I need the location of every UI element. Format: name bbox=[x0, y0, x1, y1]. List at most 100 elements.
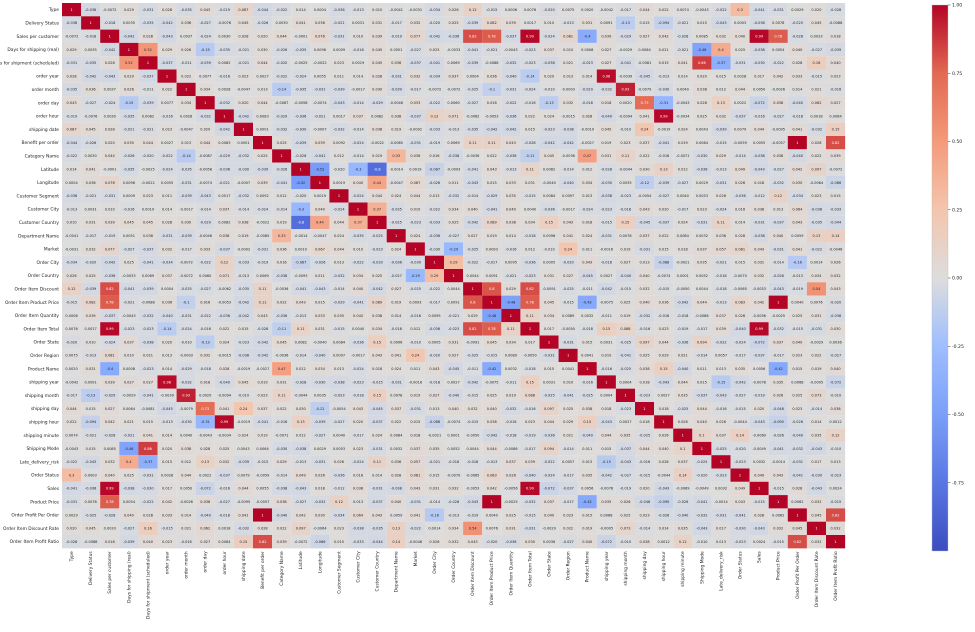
heatmap-cell-value: -0.033 bbox=[372, 261, 383, 265]
heatmap-cell bbox=[348, 481, 368, 496]
heatmap-cell-value: 0.041 bbox=[143, 433, 153, 437]
heatmap-cell-value: 0.023 bbox=[620, 141, 630, 145]
heatmap-cell bbox=[654, 202, 674, 216]
heatmap-cell bbox=[539, 56, 559, 70]
heatmap-cell-value: 0.018 bbox=[659, 407, 669, 411]
heatmap-cell-value: 1 bbox=[796, 141, 798, 145]
heatmap-cell bbox=[692, 521, 712, 536]
heatmap-cell-value: 0.11 bbox=[622, 154, 630, 158]
heatmap-cell bbox=[176, 122, 196, 137]
heatmap-cell bbox=[81, 508, 101, 522]
heatmap-cell-value: 0.022 bbox=[277, 527, 287, 531]
heatmap-cell-value: 0.0030 bbox=[218, 34, 230, 38]
heatmap-cell bbox=[233, 335, 254, 349]
heatmap-cell bbox=[577, 535, 597, 549]
heatmap-cell-value: -0.013 bbox=[448, 128, 459, 132]
heatmap-cell-value: -0.028 bbox=[448, 500, 459, 504]
heatmap-cell-value: -0.0053 bbox=[485, 114, 499, 118]
heatmap-cell-value: 0.013 bbox=[831, 460, 841, 464]
heatmap-cell bbox=[749, 242, 769, 256]
heatmap-cell-value: -0.040 bbox=[677, 367, 688, 371]
heatmap-cell bbox=[253, 215, 273, 230]
heatmap-cell bbox=[711, 282, 731, 296]
heatmap-cell-value: 0.039 bbox=[831, 154, 841, 158]
heatmap-cell bbox=[635, 96, 655, 110]
heatmap-cell-value: 0.0031 bbox=[352, 21, 364, 25]
heatmap-cell-value: 0.37 bbox=[373, 207, 381, 211]
heatmap-cell-value: 0.026 bbox=[716, 194, 726, 198]
heatmap-cell-value: 0.0069 bbox=[142, 274, 154, 278]
heatmap-cell bbox=[329, 16, 349, 30]
heatmap-cell-value: -0.0017 bbox=[179, 207, 193, 211]
heatmap-cell-value: 0.089 bbox=[372, 300, 382, 304]
heatmap-cell bbox=[291, 362, 311, 376]
heatmap-cell bbox=[482, 348, 502, 363]
heatmap-cell-value: 0.045 bbox=[86, 527, 96, 531]
heatmap-cell bbox=[615, 495, 636, 509]
heatmap-cell bbox=[539, 122, 559, 137]
heatmap-cell-value: -0.040 bbox=[601, 114, 612, 118]
heatmap-cell bbox=[81, 535, 101, 549]
heatmap-cell bbox=[233, 362, 254, 376]
heatmap-cell-value: -0.035 bbox=[391, 207, 402, 211]
heatmap-cell-value: 0.11 bbox=[259, 300, 267, 304]
heatmap-cell bbox=[214, 402, 234, 416]
heatmap-cell-value: 1 bbox=[720, 460, 722, 464]
heatmap-cell bbox=[501, 82, 521, 97]
heatmap-cell-value: -0.021 bbox=[333, 21, 344, 25]
heatmap-cell bbox=[558, 508, 578, 522]
heatmap-row-label: shipping year bbox=[29, 380, 59, 386]
heatmap-cell-value: 0.036 bbox=[143, 234, 153, 238]
heatmap-cell-value: 0.99 bbox=[755, 34, 763, 38]
heatmap-cell-value: 0.044 bbox=[640, 8, 651, 12]
heatmap-cell bbox=[81, 322, 101, 336]
heatmap-cell bbox=[768, 175, 788, 190]
heatmap-cell bbox=[233, 242, 254, 256]
heatmap-cell bbox=[253, 269, 273, 283]
heatmap-cell-value: -0.030 bbox=[410, 261, 421, 265]
heatmap-cell-value: 0.045 bbox=[372, 61, 382, 65]
heatmap-cell bbox=[253, 3, 273, 17]
heatmap-cell bbox=[596, 189, 616, 203]
heatmap-cell-value: 0.0055 bbox=[256, 487, 268, 491]
heatmap-cell-value: -0.031 bbox=[410, 407, 421, 411]
heatmap-cell bbox=[730, 122, 750, 137]
heatmap-cell bbox=[62, 402, 82, 416]
heatmap-cell bbox=[787, 402, 807, 416]
heatmap-cell-value: -0.017 bbox=[352, 433, 363, 437]
heatmap-cell-value: -0.041 bbox=[352, 300, 363, 304]
heatmap-cell-value: -0.013 bbox=[238, 274, 249, 278]
heatmap-cell bbox=[386, 308, 406, 323]
heatmap-cell-value: 0.023 bbox=[353, 447, 363, 451]
heatmap-cell-value: 0.0004 bbox=[467, 74, 480, 78]
heatmap-cell-value: -0.026 bbox=[123, 154, 134, 158]
heatmap-cell bbox=[596, 16, 616, 30]
heatmap-cell bbox=[768, 3, 788, 17]
heatmap-cell-value: 0.16 bbox=[813, 61, 821, 65]
heatmap-cell bbox=[329, 468, 349, 482]
heatmap-cell-value: 0.023 bbox=[334, 61, 344, 65]
heatmap-cell-value: -0.031 bbox=[773, 8, 784, 12]
heatmap-cell-value: -0.021 bbox=[677, 48, 688, 52]
heatmap-cell bbox=[157, 242, 177, 256]
heatmap-cell bbox=[62, 215, 82, 230]
heatmap-cell bbox=[444, 481, 464, 496]
heatmap-cell bbox=[176, 42, 196, 57]
heatmap-cell bbox=[405, 308, 425, 323]
heatmap-cell-value: 0.026 bbox=[735, 181, 745, 185]
heatmap-cell-value: 0.010 bbox=[372, 8, 382, 12]
heatmap-cell bbox=[482, 162, 502, 176]
heatmap-cell bbox=[272, 428, 292, 442]
heatmap-cell bbox=[253, 202, 273, 216]
heatmap-cell bbox=[386, 56, 406, 70]
heatmap-cell-value: -0.030 bbox=[238, 167, 249, 171]
heatmap-cell-value: 0.022 bbox=[277, 300, 287, 304]
heatmap-cell-value: 1 bbox=[452, 274, 454, 278]
heatmap-cell bbox=[424, 495, 445, 509]
heatmap-cell bbox=[463, 322, 483, 336]
heatmap-cell bbox=[826, 69, 846, 83]
heatmap-cell-value: 1 bbox=[338, 194, 340, 198]
heatmap-cell bbox=[711, 69, 731, 83]
heatmap-cell-value: -0.027 bbox=[830, 354, 841, 358]
heatmap-cell-value: -0.032 bbox=[314, 500, 325, 504]
